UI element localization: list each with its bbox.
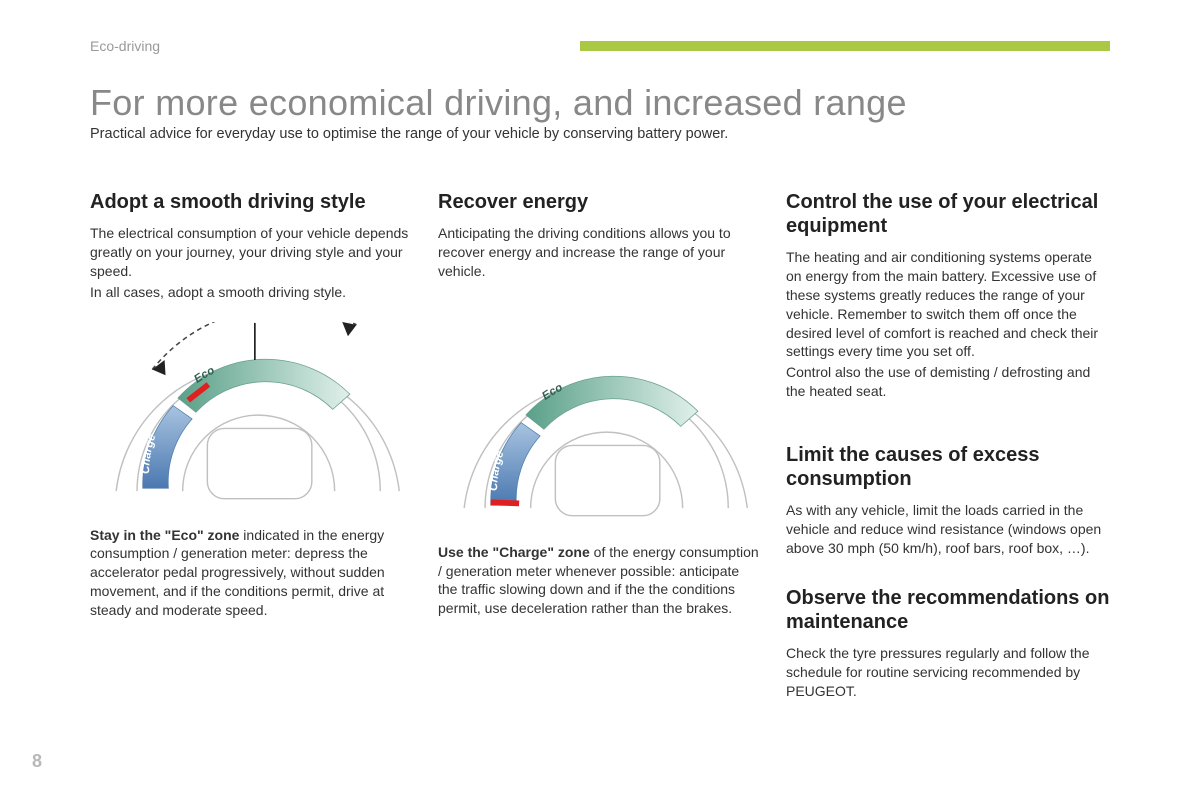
gauge-charge-figure: Charge Eco	[438, 339, 762, 529]
header-green-bar	[580, 41, 1110, 51]
column-recover-energy: Recover energy Anticipating the driving …	[438, 190, 762, 728]
electrical-p1: The heating and air conditioning systems…	[786, 248, 1110, 361]
page-title: For more economical driving, and increas…	[90, 82, 1110, 124]
heading-electrical: Control the use of your electrical equip…	[786, 190, 1110, 238]
column-smooth-driving: Adopt a smooth driving style The electri…	[90, 190, 414, 728]
block-maintenance: Observe the recommendations on maintenan…	[786, 586, 1110, 701]
page-subtitle: Practical advice for everyday use to opt…	[90, 126, 1110, 142]
heading-maintenance: Observe the recommendations on maintenan…	[786, 586, 1110, 634]
smooth-driving-p2: In all cases, adopt a smooth driving sty…	[90, 283, 414, 302]
recover-energy-advice: Use the "Charge" zone of the energy cons…	[438, 543, 762, 619]
smooth-driving-advice: Stay in the "Eco" zone indicated in the …	[90, 526, 414, 620]
content-columns: Adopt a smooth driving style The electri…	[90, 190, 1110, 728]
electrical-p2: Control also the use of demisting / defr…	[786, 363, 1110, 401]
section-label: Eco-driving	[90, 38, 160, 54]
gauge-eco-figure: Charge Eco	[90, 322, 414, 512]
heading-excess: Limit the causes of excess consumption	[786, 443, 1110, 491]
column-right: Control the use of your electrical equip…	[786, 190, 1110, 728]
page-number: 8	[32, 751, 42, 772]
heading-recover-energy: Recover energy	[438, 190, 762, 214]
excess-p1: As with any vehicle, limit the loads car…	[786, 501, 1110, 558]
header-row: Eco-driving	[90, 38, 1110, 54]
block-excess-consumption: Limit the causes of excess consumption A…	[786, 443, 1110, 558]
gauge-eco-svg: Charge Eco	[90, 322, 414, 512]
advice-bold-charge: Use the "Charge" zone	[438, 544, 590, 560]
recover-energy-p1: Anticipating the driving conditions allo…	[438, 224, 762, 281]
maintenance-p1: Check the tyre pressures regularly and f…	[786, 644, 1110, 701]
smooth-driving-p1: The electrical consumption of your vehic…	[90, 224, 414, 281]
gauge-charge-svg: Charge Eco	[438, 339, 762, 529]
block-electrical-equipment: Control the use of your electrical equip…	[786, 190, 1110, 401]
advice-bold-eco: Stay in the "Eco" zone	[90, 527, 239, 543]
heading-smooth-driving: Adopt a smooth driving style	[90, 190, 414, 214]
